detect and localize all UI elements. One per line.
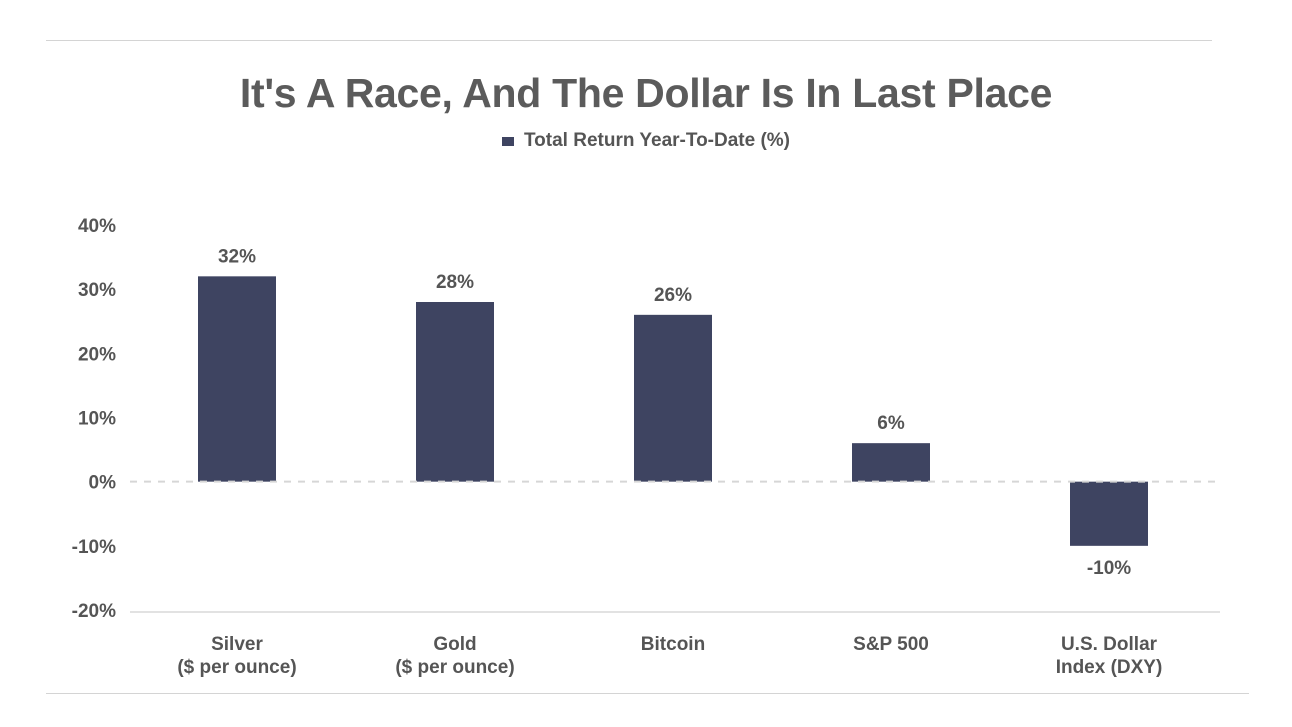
category-label: S&P 500: [853, 634, 929, 655]
y-tick-label: 30%: [78, 280, 116, 301]
bar: [416, 302, 494, 482]
data-label: 32%: [218, 246, 256, 267]
category-label: Silver: [211, 634, 263, 655]
category-label: Gold: [433, 634, 476, 655]
data-label: 28%: [436, 272, 474, 293]
bar: [198, 276, 276, 482]
bar: [852, 443, 930, 482]
legend: Total Return Year-To-Date (%): [0, 130, 1292, 152]
data-label: 26%: [654, 285, 692, 306]
legend-swatch: [501, 136, 514, 146]
category-label: Index (DXY): [1056, 657, 1163, 678]
y-tick-label: -20%: [72, 601, 116, 622]
category-label: Bitcoin: [641, 634, 705, 655]
data-label: -10%: [1087, 558, 1131, 579]
y-tick-label: 0%: [89, 473, 117, 494]
y-tick-label: 40%: [78, 216, 116, 237]
y-tick-label: 20%: [78, 344, 116, 365]
category-label: ($ per ounce): [177, 657, 296, 678]
category-label: U.S. Dollar: [1061, 634, 1158, 655]
y-tick-label: 10%: [78, 409, 116, 430]
bar: [634, 314, 712, 482]
legend-label: Total Return Year-To-Date (%): [523, 130, 791, 151]
top-divider: [46, 40, 1212, 41]
data-label: 6%: [877, 413, 905, 434]
y-tick-label: -10%: [72, 537, 116, 558]
chart-title: It's A Race, And The Dollar Is In Last P…: [239, 70, 1053, 116]
bottom-divider: [46, 693, 1249, 694]
bar: [1070, 481, 1148, 546]
category-label: ($ per ounce): [395, 657, 514, 678]
